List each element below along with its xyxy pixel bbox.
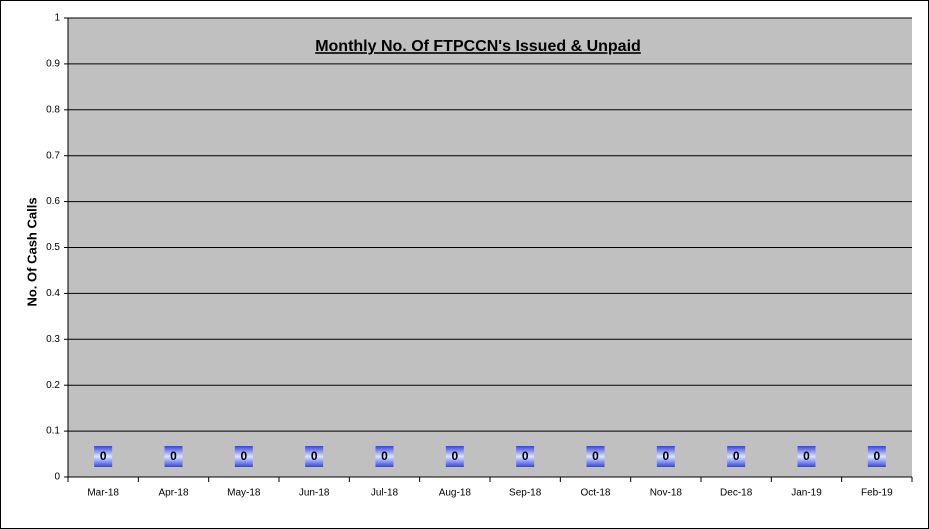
y-tick-label: 0.6 <box>46 196 60 207</box>
x-tick-label: Nov-18 <box>650 488 683 499</box>
y-tick-label: 0.4 <box>46 288 60 299</box>
x-tick-label: Oct-18 <box>580 488 610 499</box>
data-label-box <box>375 446 394 467</box>
y-tick-label: 0.3 <box>46 334 60 345</box>
chart-title: Monthly No. Of FTPCCN's Issued & Unpaid <box>315 38 641 55</box>
data-label: 0 <box>451 449 458 463</box>
x-tick-label: Jul-18 <box>371 488 399 499</box>
data-label: 0 <box>100 449 107 463</box>
data-label-box <box>305 446 324 467</box>
x-tick-label: Jan-19 <box>791 488 822 499</box>
data-label-box <box>94 446 113 467</box>
data-label-box <box>234 446 253 467</box>
data-label: 0 <box>311 449 318 463</box>
data-label: 0 <box>170 449 177 463</box>
x-tick-label: Apr-18 <box>158 488 188 499</box>
data-label-box <box>656 446 675 467</box>
data-label-box <box>445 446 464 467</box>
data-label: 0 <box>662 449 669 463</box>
y-tick-label: 0.2 <box>46 380 60 391</box>
y-tick-label: 1 <box>54 13 60 24</box>
x-tick-label: Aug-18 <box>439 488 472 499</box>
data-label-box <box>164 446 183 467</box>
data-label: 0 <box>240 449 247 463</box>
y-tick-label: 0.9 <box>46 59 60 70</box>
data-label-box <box>797 446 816 467</box>
data-label: 0 <box>873 449 880 463</box>
data-label-box <box>586 446 605 467</box>
data-label-box <box>727 446 746 467</box>
x-tick-label: Mar-18 <box>87 488 119 499</box>
data-label-box <box>516 446 535 467</box>
data-label: 0 <box>522 449 529 463</box>
y-tick-label: 0.8 <box>46 104 60 115</box>
data-label: 0 <box>803 449 810 463</box>
data-label: 0 <box>592 449 599 463</box>
y-tick-label: 0 <box>54 472 60 483</box>
y-axis-label: No. Of Cash Calls <box>24 197 39 306</box>
x-tick-label: Feb-19 <box>861 488 893 499</box>
data-label: 0 <box>381 449 388 463</box>
y-tick-label: 0.5 <box>46 242 60 253</box>
x-tick-label: Dec-18 <box>720 488 753 499</box>
data-label-box <box>867 446 886 467</box>
y-tick-label: 0.7 <box>46 150 60 161</box>
data-label: 0 <box>733 449 740 463</box>
x-tick-label: Jun-18 <box>299 488 330 499</box>
y-tick-label: 0.1 <box>46 426 60 437</box>
x-tick-label: May-18 <box>227 488 261 499</box>
x-tick-label: Sep-18 <box>509 488 542 499</box>
